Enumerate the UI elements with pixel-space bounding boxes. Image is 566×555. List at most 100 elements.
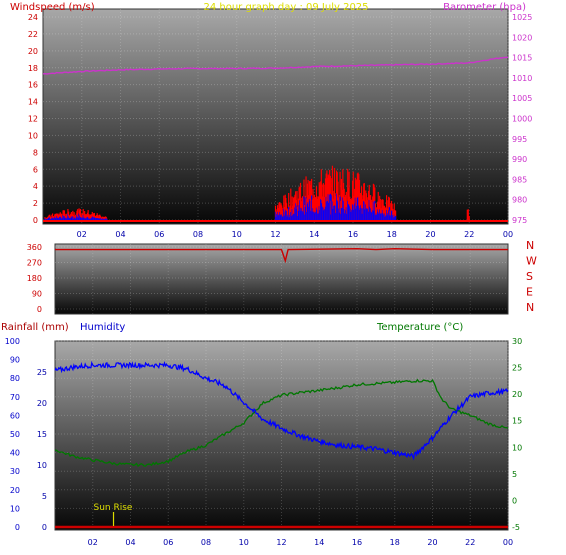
windspeed-tick: 12 [28, 115, 38, 124]
humidity-tick: 90 [10, 356, 20, 365]
x-tick-label: 22 [464, 230, 474, 239]
x-tick-label: 20 [427, 538, 437, 547]
wind-barometer-gridlines [43, 9, 509, 224]
temperature-line [54, 378, 509, 468]
x-tick-label: 06 [154, 230, 164, 239]
direction-degree-tick: 360 [27, 243, 42, 252]
sunrise-label: Sun Rise [94, 503, 133, 513]
x-tick-label: 10 [232, 230, 242, 239]
humidity-tick: 20 [10, 486, 20, 495]
humidity-line [54, 360, 509, 461]
windspeed-axis-title: Windspeed (m/s) [10, 2, 95, 13]
graph-title: 24 hour graph day : 09 July 2025 [203, 2, 368, 13]
x-tick-label: 00 [503, 538, 513, 547]
temperature-tick: 30 [512, 337, 522, 346]
temperature-tick: -5 [512, 523, 520, 532]
temperature-tick: 25 [512, 364, 522, 373]
compass-label: W [526, 255, 537, 268]
barometer-tick: 1015 [512, 54, 532, 63]
humidity-tick-labels: 0 10 20 30 40 50 60 70 80 90 100 [5, 337, 20, 532]
humidity-tick: 60 [10, 411, 20, 420]
humidity-tick: 10 [10, 504, 20, 513]
barometer-tick: 985 [512, 175, 527, 184]
x-tick-label: 08 [193, 230, 203, 239]
rainfall-tick: 10 [37, 461, 47, 470]
temperature-tick: 15 [512, 417, 522, 426]
humidity-tick: 50 [10, 430, 20, 439]
rainfall-tick: 15 [37, 430, 47, 439]
compass-label: S [526, 270, 533, 283]
rainfall-axis-title: Rainfall (mm) [1, 322, 69, 333]
rainfall-tick: 25 [37, 368, 47, 377]
x-tick-label: 00 [503, 230, 513, 239]
barometer-tick: 995 [512, 135, 527, 144]
x-tick-label: 10 [239, 538, 249, 547]
x-tick-label: 12 [276, 538, 286, 547]
x-tick-label: 16 [348, 230, 358, 239]
x-tick-label: 14 [309, 230, 319, 239]
barometer-tick: 980 [512, 196, 527, 205]
windspeed-tick: 8 [33, 148, 38, 157]
compass-label: E [526, 286, 533, 299]
wind-barometer-panel [42, 8, 509, 225]
temperature-tick: 0 [512, 496, 517, 505]
wind-direction-gridlines [55, 244, 508, 314]
wind-direction-degree-labels: 0 90 180 270 360 [27, 243, 42, 314]
windspeed-tick: 24 [28, 13, 38, 22]
temperature-tick: 10 [512, 443, 522, 452]
x-tick-label: 18 [390, 538, 400, 547]
barometer-tick: 1010 [512, 74, 532, 83]
windspeed-tick: 0 [33, 216, 38, 225]
humidity-tick: 40 [10, 449, 20, 458]
barometer-axis-title: Barometer (hpa) [443, 2, 526, 13]
wind-direction-panel [54, 243, 509, 315]
x-tick-label: 02 [77, 230, 87, 239]
barometer-tick: 1025 [512, 13, 532, 22]
x-tick-label: 18 [387, 230, 397, 239]
temperature-axis-title: Temperature (°C) [376, 322, 463, 333]
humidity-tick: 70 [10, 393, 20, 402]
windspeed-tick: 14 [28, 98, 38, 107]
rainfall-tick: 5 [42, 492, 47, 501]
windspeed-tick: 22 [28, 30, 38, 39]
temperature-tick: 20 [512, 390, 522, 399]
temperature-tick: 5 [512, 470, 517, 479]
barometer-tick-labels: 975 980 985 990 995 1000 1005 1010 1015 1020 1025 [512, 13, 532, 225]
wind-direction-line [55, 247, 508, 264]
barometer-line [42, 56, 509, 75]
humidity-tick: 80 [10, 374, 20, 383]
temperature-tick-labels: -5 0 5 10 15 20 25 30 [512, 337, 522, 532]
x-tick-label: 06 [163, 538, 173, 547]
x-tick-label: 02 [88, 538, 98, 547]
x-tick-label: 22 [465, 538, 475, 547]
x-tick-label: 04 [125, 538, 135, 547]
barometer-tick: 1000 [512, 115, 532, 124]
direction-degree-tick: 270 [27, 259, 42, 268]
direction-degree-tick: 0 [37, 305, 42, 314]
wind-speed-series [43, 165, 508, 222]
direction-degree-tick: 90 [32, 290, 42, 299]
x-tick-label: 16 [352, 538, 362, 547]
rainfall-tick: 0 [42, 523, 47, 532]
humidity-tick: 100 [5, 337, 20, 346]
humidity-tick: 30 [10, 467, 20, 476]
barometer-tick: 1005 [512, 94, 532, 103]
rainfall-tick: 20 [37, 399, 47, 408]
direction-degree-tick: 180 [27, 274, 42, 283]
humidity-axis-title: Humidity [80, 322, 125, 333]
compass-label: N [526, 239, 534, 252]
humidity-temperature-x-ticks: 02 04 06 08 10 12 14 16 18 20 22 00 [88, 538, 513, 547]
windspeed-tick: 6 [33, 165, 38, 174]
windspeed-tick: 10 [28, 131, 38, 140]
x-tick-label: 20 [425, 230, 435, 239]
barometer-tick: 990 [512, 155, 527, 164]
x-tick-label: 04 [115, 230, 125, 239]
barometer-tick: 1020 [512, 33, 532, 42]
x-tick-label: 12 [270, 230, 280, 239]
windspeed-tick: 4 [33, 182, 38, 191]
humidity-temperature-panel [54, 340, 509, 531]
windspeed-tick: 20 [28, 47, 38, 56]
